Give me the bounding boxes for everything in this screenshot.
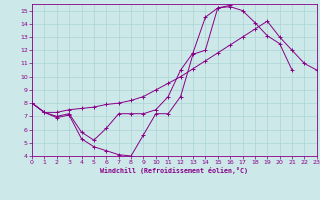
X-axis label: Windchill (Refroidissement éolien,°C): Windchill (Refroidissement éolien,°C) bbox=[100, 167, 248, 174]
